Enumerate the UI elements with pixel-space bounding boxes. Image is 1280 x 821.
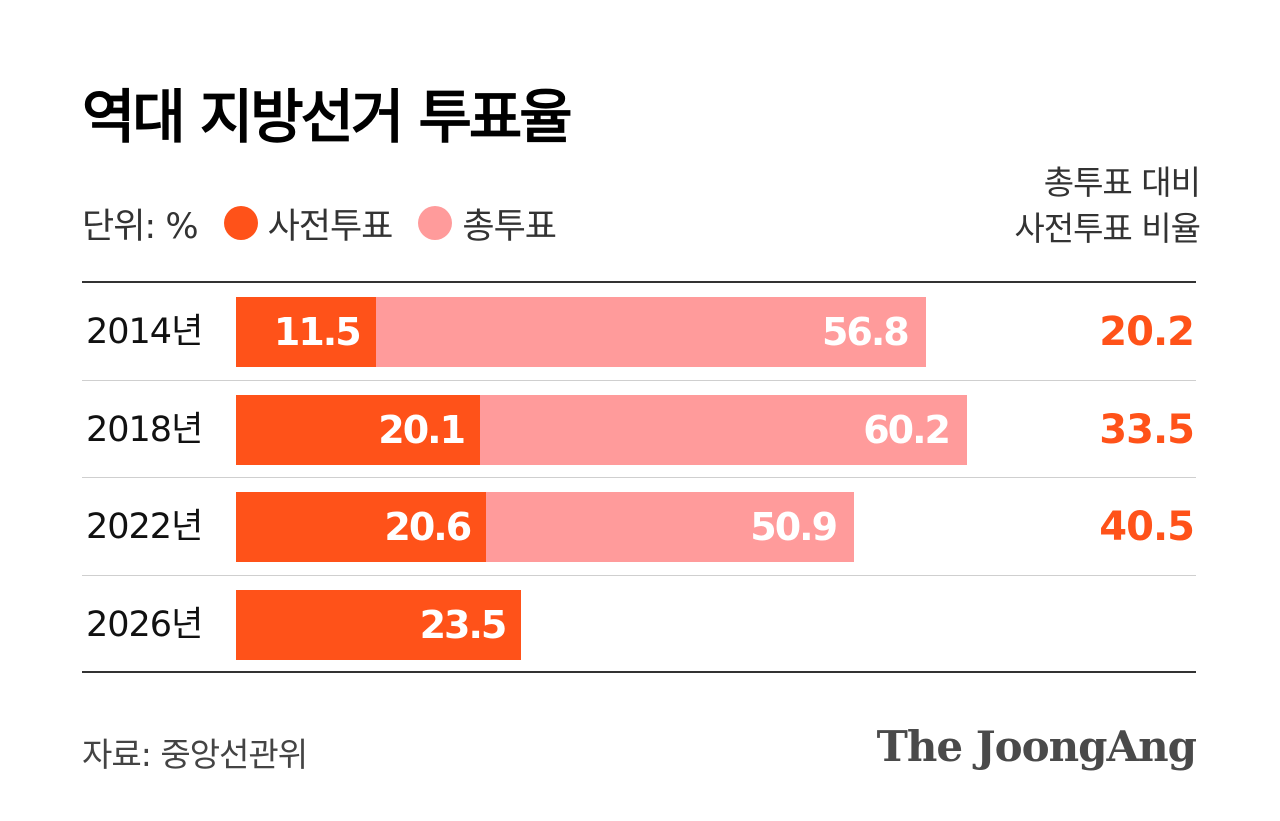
- bar-early: [236, 492, 487, 562]
- ratio-value: 40.5: [1099, 504, 1195, 550]
- bar-label-early: 23.5: [419, 603, 508, 647]
- ratio-column-header: 총투표 대비 사전투표 비율: [1014, 160, 1201, 252]
- bar-label-total: 56.8: [821, 310, 910, 354]
- legend-swatch-early: [223, 206, 258, 240]
- top-rule: [82, 281, 1196, 283]
- row-separator: [82, 575, 1196, 576]
- legend-label-total: 총투표: [462, 206, 557, 247]
- bar-label-early: 11.5: [273, 310, 362, 354]
- publisher-logo: The JoongAng: [876, 722, 1197, 771]
- bar-early: [236, 395, 481, 465]
- row-separator: [82, 380, 1196, 381]
- source-note: 자료: 중앙선관위: [82, 735, 308, 774]
- year-label: 2014년: [86, 312, 203, 352]
- unit-label: 단위: %: [82, 206, 199, 247]
- row-separator: [82, 477, 1196, 478]
- page-title: 역대 지방선거 투표율: [82, 83, 573, 151]
- legend-item-total: 총투표: [418, 198, 557, 249]
- year-label: 2018년: [86, 410, 203, 450]
- ratio-header-line1: 총투표 대비: [1043, 163, 1201, 202]
- ratio-header-line2: 사전투표 비율: [1014, 209, 1201, 248]
- bar-early: [236, 297, 376, 367]
- legend: 단위: % 사전투표 총투표: [82, 198, 582, 248]
- legend-label-early: 사전투표: [267, 206, 394, 247]
- year-label: 2026년: [86, 605, 203, 645]
- ratio-value: 20.2: [1099, 309, 1195, 355]
- bar-label-total: 60.2: [863, 408, 951, 452]
- legend-swatch-total: [418, 206, 453, 240]
- legend-item-early: 사전투표: [223, 198, 394, 249]
- bar-label-early: 20.6: [384, 505, 472, 549]
- bottom-rule: [82, 671, 1196, 673]
- year-label: 2022년: [86, 507, 203, 547]
- ratio-value: 33.5: [1099, 407, 1195, 453]
- bar-early: [236, 590, 522, 660]
- bar-label-early: 20.1: [378, 408, 466, 452]
- bar-label-total: 50.9: [750, 505, 838, 549]
